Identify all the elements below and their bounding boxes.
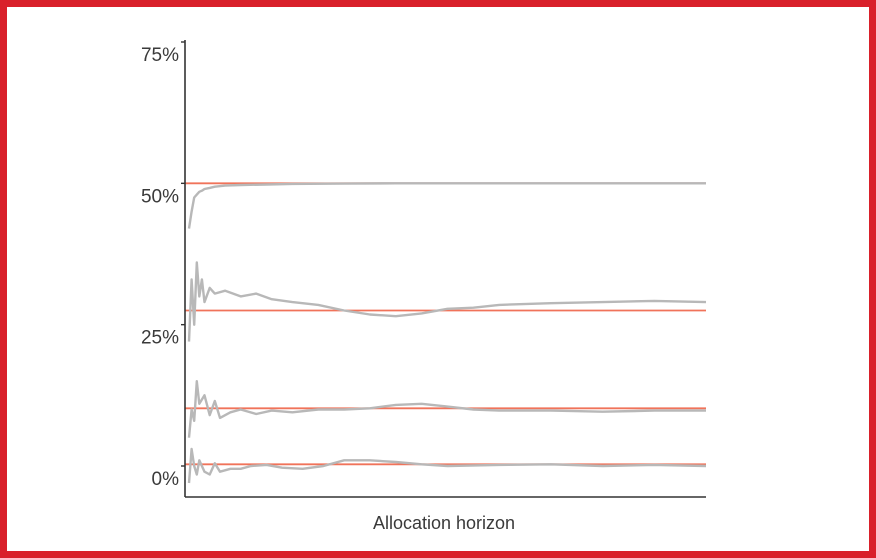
axes (184, 40, 706, 498)
series-line-2 (187, 380, 706, 438)
series-line-1 (187, 261, 707, 342)
series-line-0 (187, 182, 706, 229)
y-tick-label-2: 50% (141, 186, 179, 207)
y-tick-label-0: 0% (152, 469, 180, 490)
y-ticks: 0% 25% 50% 75% (141, 41, 185, 490)
y-tick-label-1: 25% (141, 328, 179, 349)
target-lines (185, 182, 706, 466)
y-tick-label-3: 75% (141, 45, 179, 66)
observed-series (187, 182, 707, 484)
x-axis-title: Allocation horizon (373, 513, 515, 533)
series-line-3 (187, 447, 707, 484)
